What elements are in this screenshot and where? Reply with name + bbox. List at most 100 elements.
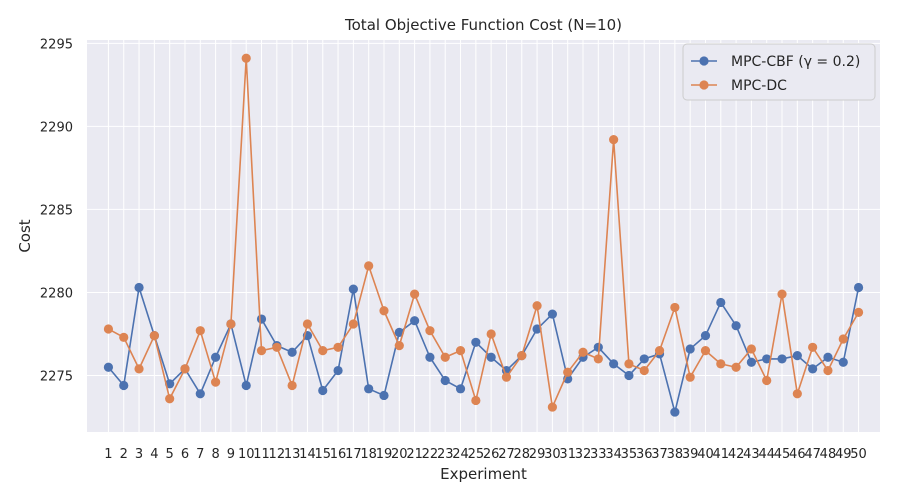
x-tick-label: 38 bbox=[667, 447, 684, 462]
data-point-mpc-dc bbox=[670, 302, 680, 313]
x-tick-label: 50 bbox=[850, 447, 867, 462]
y-tick-labels: 2275 2280 2285 2290 2295 bbox=[40, 37, 73, 384]
legend-label-mpc-dc: MPC-DC bbox=[731, 78, 787, 94]
data-point-mpc-dc bbox=[410, 289, 420, 299]
data-point-mpc-cbf bbox=[762, 354, 772, 364]
data-point-mpc-cbf bbox=[746, 357, 757, 367]
x-tick-label: 43 bbox=[743, 447, 760, 462]
x-tick-label: 12 bbox=[269, 447, 286, 462]
data-point-mpc-cbf bbox=[777, 354, 787, 364]
data-point-mpc-dc bbox=[364, 261, 374, 271]
data-point-mpc-dc bbox=[333, 342, 343, 352]
data-point-mpc-cbf bbox=[440, 375, 450, 386]
data-point-mpc-cbf bbox=[455, 384, 466, 394]
data-point-mpc-dc bbox=[149, 331, 159, 341]
data-point-mpc-dc bbox=[517, 350, 527, 361]
data-point-mpc-dc bbox=[838, 334, 848, 344]
x-tick-label: 13 bbox=[284, 447, 301, 462]
data-point-mpc-dc bbox=[103, 324, 114, 334]
data-point-mpc-dc bbox=[792, 389, 802, 399]
data-point-mpc-dc bbox=[226, 319, 236, 329]
x-tick-label: 7 bbox=[196, 447, 204, 462]
data-point-mpc-cbf bbox=[410, 316, 420, 326]
data-point-mpc-cbf bbox=[716, 297, 726, 308]
legend-label-mpc-cbf: MPC-CBF (γ = 0.2) bbox=[731, 54, 860, 70]
data-point-mpc-dc bbox=[808, 342, 818, 352]
data-point-mpc-dc bbox=[654, 346, 665, 356]
legend-marker-mpc-dc bbox=[699, 80, 709, 90]
x-tick-label: 40 bbox=[697, 447, 714, 462]
data-point-mpc-cbf bbox=[838, 357, 848, 367]
data-point-mpc-dc bbox=[578, 347, 588, 357]
data-point-mpc-cbf bbox=[471, 337, 481, 347]
x-tick-label: 23 bbox=[437, 447, 454, 462]
y-tick-label: 2285 bbox=[40, 203, 73, 218]
data-point-mpc-cbf bbox=[624, 370, 634, 381]
data-point-mpc-dc bbox=[348, 319, 358, 329]
x-tick-label: 49 bbox=[835, 447, 852, 462]
data-point-mpc-dc bbox=[716, 359, 726, 369]
series-line-mpc-cbf bbox=[107, 286, 860, 413]
x-tick-label: 42 bbox=[728, 447, 745, 462]
data-point-mpc-cbf bbox=[731, 321, 741, 331]
data-point-mpc-dc bbox=[471, 395, 481, 406]
data-point-mpc-dc bbox=[685, 372, 695, 382]
data-point-mpc-cbf bbox=[639, 354, 649, 364]
x-tick-label: 48 bbox=[820, 447, 837, 462]
x-tick-label: 26 bbox=[483, 447, 500, 462]
data-point-mpc-cbf bbox=[670, 407, 680, 417]
data-point-mpc-dc bbox=[195, 326, 205, 336]
x-tick-label: 41 bbox=[713, 447, 730, 462]
data-point-mpc-dc bbox=[394, 341, 404, 351]
x-tick-label: 16 bbox=[330, 447, 347, 462]
data-point-mpc-dc bbox=[762, 375, 772, 386]
x-tick-label: 31 bbox=[559, 447, 576, 462]
x-tick-label: 11 bbox=[253, 447, 270, 462]
x-tick-label: 17 bbox=[345, 447, 362, 462]
data-point-mpc-dc bbox=[241, 53, 251, 63]
data-point-mpc-dc bbox=[119, 332, 129, 342]
x-tick-label: 8 bbox=[211, 447, 219, 462]
data-point-mpc-dc bbox=[440, 352, 450, 362]
x-tick-label: 4 bbox=[150, 447, 158, 462]
data-point-mpc-cbf bbox=[547, 309, 557, 319]
data-point-mpc-dc bbox=[731, 362, 741, 372]
x-tick-label: 37 bbox=[651, 447, 668, 462]
y-tick-label: 2290 bbox=[40, 120, 73, 135]
data-point-mpc-dc bbox=[547, 402, 557, 412]
x-tick-label: 10 bbox=[238, 447, 255, 462]
data-point-mpc-cbf bbox=[287, 347, 297, 357]
x-tick-label: 28 bbox=[513, 447, 530, 462]
data-point-mpc-dc bbox=[746, 344, 757, 354]
x-tick-label: 35 bbox=[621, 447, 638, 462]
data-point-mpc-dc bbox=[379, 306, 389, 316]
x-tick-label: 6 bbox=[181, 447, 189, 462]
data-point-mpc-dc bbox=[639, 365, 649, 376]
x-tick-label: 18 bbox=[360, 447, 377, 462]
data-point-mpc-cbf bbox=[119, 380, 129, 391]
data-point-mpc-dc bbox=[318, 346, 328, 356]
y-tick-label: 2275 bbox=[40, 370, 73, 385]
data-point-mpc-cbf bbox=[364, 384, 374, 394]
data-point-mpc-cbf bbox=[700, 331, 711, 341]
legend-box bbox=[682, 43, 876, 101]
data-point-mpc-dc bbox=[700, 346, 711, 356]
x-tick-label: 19 bbox=[376, 447, 393, 462]
data-point-mpc-cbf bbox=[210, 352, 221, 362]
x-tick-label: 45 bbox=[774, 447, 791, 462]
x-tick-label: 9 bbox=[227, 447, 235, 462]
x-tick-label: 2 bbox=[120, 447, 128, 462]
data-point-mpc-cbf bbox=[241, 380, 251, 391]
data-point-mpc-cbf bbox=[486, 352, 496, 362]
x-tick-label: 44 bbox=[758, 447, 775, 462]
x-tick-labels: 1 2 3 4 5 6 7 8 9 1011121314151617181920212223242… bbox=[104, 447, 867, 462]
data-point-mpc-cbf bbox=[379, 390, 389, 401]
data-point-mpc-cbf bbox=[792, 350, 802, 361]
data-point-mpc-dc bbox=[134, 364, 144, 374]
x-tick-label: 47 bbox=[804, 447, 821, 462]
data-point-mpc-dc bbox=[823, 365, 833, 376]
x-tick-label: 22 bbox=[422, 447, 439, 462]
data-point-mpc-cbf bbox=[318, 385, 328, 396]
data-point-mpc-dc bbox=[609, 135, 619, 145]
